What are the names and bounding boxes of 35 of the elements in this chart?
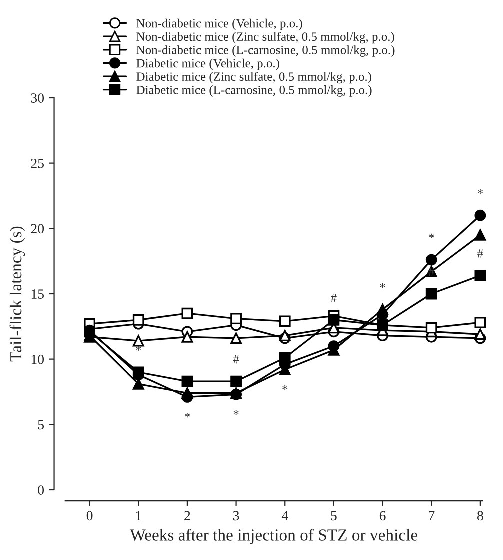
legend-label: Diabetic mice (Zinc sulfate, 0.5 mmol/kg, p.o.) (136, 72, 372, 84)
annotation: # (331, 294, 337, 302)
y-axis-title: Tail-flick latency (s) (10, 226, 26, 362)
y-tick-label: 15 (32, 290, 44, 299)
y-tick-label: 25 (31, 158, 44, 168)
x-tick-label: 6 (380, 511, 386, 521)
x-tick-label: 7 (429, 511, 435, 520)
y-tick-label: 20 (31, 224, 44, 234)
annotation: * (478, 189, 483, 194)
y-tick-label: 10 (32, 354, 44, 364)
x-tick-label: 3 (233, 511, 240, 521)
annotation: # (428, 268, 435, 276)
y-tick-label: 30 (31, 94, 44, 103)
x-tick-label: 4 (282, 511, 288, 520)
legend-label: Diabetic mice (Vehicle, p.o.) (136, 58, 280, 70)
y-tick-label: 0 (38, 486, 44, 495)
annotation: * (429, 234, 434, 238)
annotation: * (136, 346, 142, 351)
legend-label: Non-diabetic mice (Zinc sulfate, 0.5 mmol/kg, p.o.) (136, 32, 394, 44)
legend-label: Non-diabetic mice (L-carnosine, 0.5 mmol/kg, p.o.) (136, 46, 395, 57)
x-axis-title: Weeks after the injection of STZ or vehicle (130, 528, 418, 544)
legend-label: Non-diabetic mice (Vehicle, p.o.) (136, 18, 302, 30)
annotation: # (233, 355, 240, 364)
y-tick-label: 5 (38, 420, 44, 430)
annotation: * (282, 386, 288, 390)
annotation: * (184, 412, 190, 418)
x-tick-label: 2 (184, 511, 190, 520)
annotation: * (380, 284, 386, 288)
annotation: * (234, 410, 239, 415)
legend-label: Diabetic mice (L-carnosine, 0.5 mmol/kg, p.o.) (136, 86, 372, 97)
x-tick-label: 8 (477, 511, 484, 521)
x-tick-label: 5 (331, 511, 337, 521)
annotation: # (478, 250, 484, 258)
x-tick-label: 1 (136, 511, 142, 520)
x-tick-label: 0 (86, 511, 93, 521)
